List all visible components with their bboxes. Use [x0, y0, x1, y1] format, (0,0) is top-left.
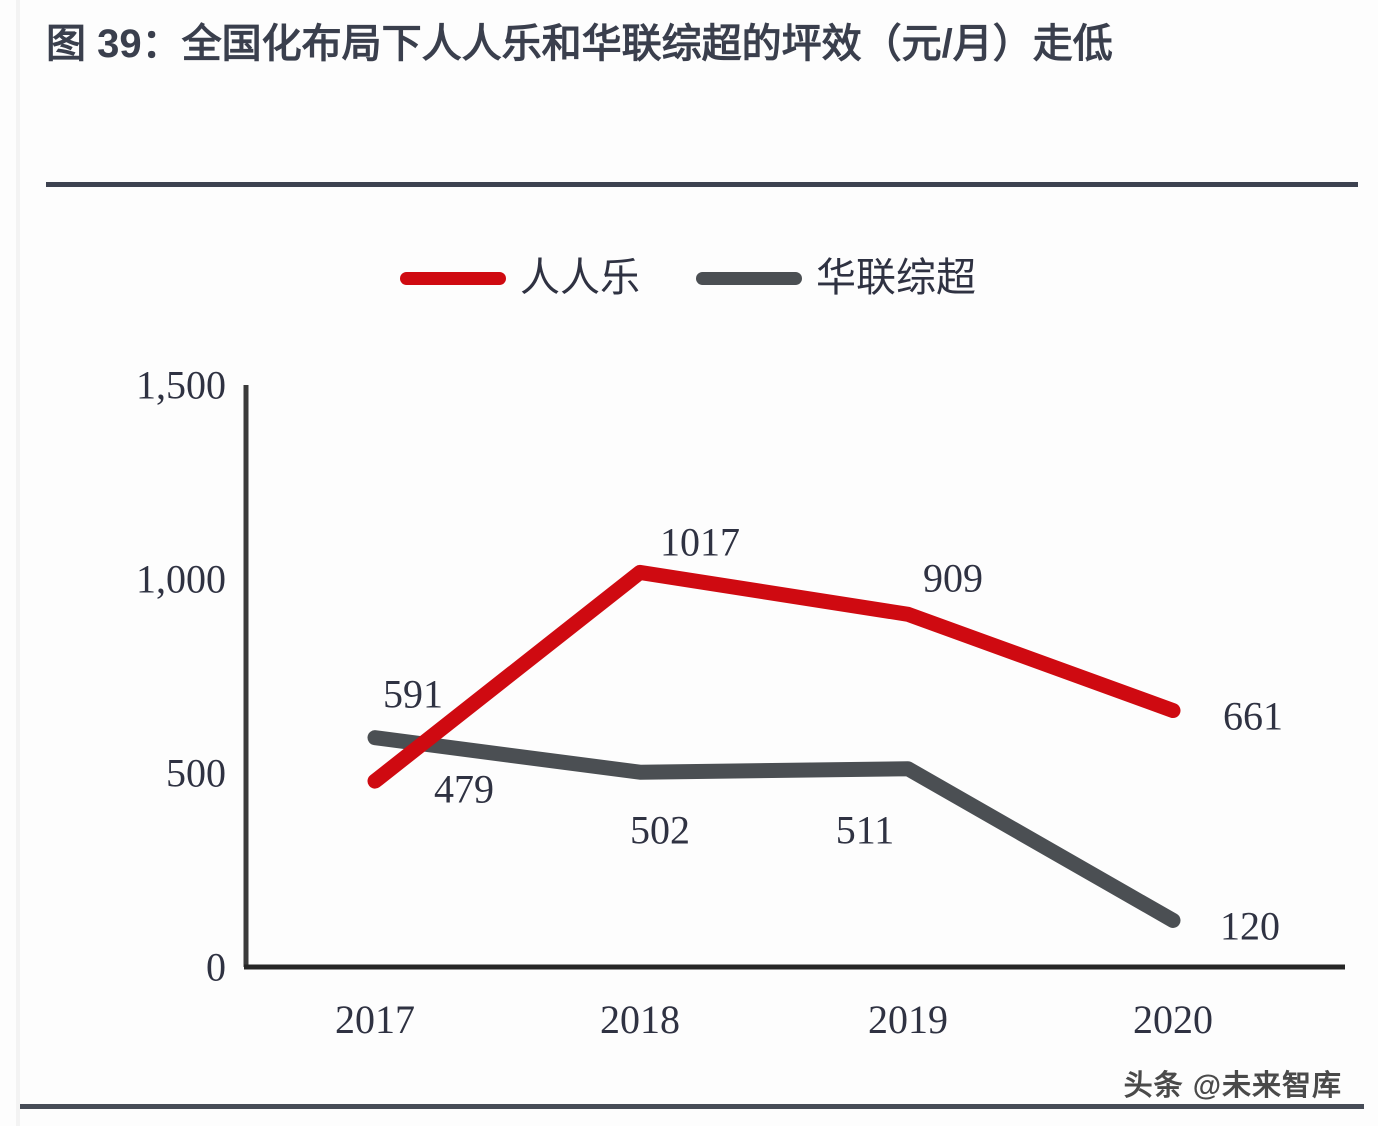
series-line-hualian — [367, 730, 1181, 928]
legend-item-hualian[interactable]: 华联综超 — [696, 258, 976, 298]
legend-label: 人人乐 — [520, 255, 640, 300]
legend-line-swatch-icon — [696, 271, 802, 285]
data-label: 909 — [923, 555, 983, 601]
data-label: 1017 — [660, 519, 740, 565]
data-label: 479 — [434, 766, 494, 812]
chart-legend: 人人乐 华联综超 — [400, 258, 976, 298]
x-tick-label: 2019 — [868, 997, 948, 1042]
y-tick-label: 0 — [206, 944, 226, 990]
series-line-renrenle — [367, 564, 1181, 789]
data-label: 120 — [1220, 903, 1280, 949]
legend-item-renrenle[interactable]: 人人乐 — [400, 258, 640, 298]
legend-line-swatch-icon — [400, 271, 506, 285]
y-axis-tick-labels: 0 500 1,000 1,500 — [60, 0, 226, 1126]
page-left-edge — [16, 0, 20, 1126]
figure-title-block: 图 39：全国化布局下人人乐和华联综超的坪效（元/月）走低 — [46, 16, 1346, 73]
figure-title: 图 39：全国化布局下人人乐和华联综超的坪效（元/月）走低 — [46, 22, 1113, 66]
data-label: 511 — [835, 807, 895, 853]
x-tick-label: 2020 — [1133, 997, 1213, 1042]
y-tick-label: 500 — [166, 750, 226, 796]
legend-label: 华联综超 — [816, 255, 976, 300]
footer-divider — [20, 1104, 1364, 1109]
data-label: 591 — [383, 671, 443, 717]
title-divider — [46, 182, 1358, 187]
data-label: 661 — [1223, 693, 1283, 739]
y-tick-label: 1,000 — [136, 556, 226, 602]
data-label: 502 — [630, 807, 690, 853]
watermark-text: 头条 @未来智库 — [1123, 1070, 1342, 1102]
y-tick-label: 1,500 — [136, 362, 226, 408]
x-tick-label: 2018 — [600, 997, 680, 1042]
x-tick-label: 2017 — [335, 997, 415, 1042]
